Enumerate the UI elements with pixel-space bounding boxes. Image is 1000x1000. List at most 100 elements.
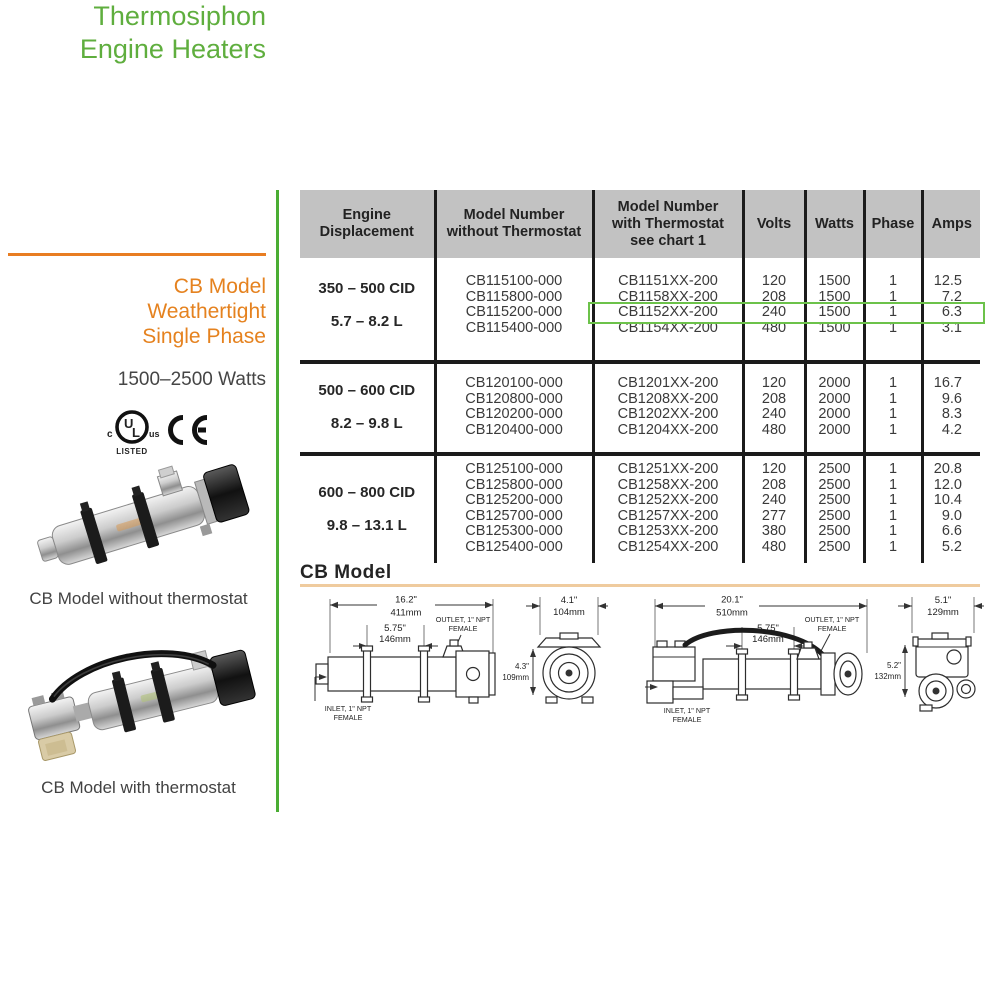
watts-value: 2500 <box>818 523 851 539</box>
volts-value: 240 <box>761 492 787 508</box>
heater-with-thermostat-outline <box>646 627 863 704</box>
model-number: CB1252XX-200 <box>617 492 719 508</box>
amps-value: 4.2 <box>941 421 962 438</box>
volts-value: 120 <box>761 375 787 391</box>
cell-phase: 1 1 1 1 <box>862 258 922 362</box>
ul-listed-logo: U L c us LISTED <box>107 410 160 456</box>
col-header-model-without: Model Number without Thermostat <box>433 190 593 258</box>
length-dim-in: 20.1" <box>721 595 743 606</box>
table-header-row: Engine Displacement Model Number without… <box>300 190 980 258</box>
header-line: without Thermostat <box>446 224 582 240</box>
amps-value: 8.3 <box>941 406 962 422</box>
volts-value: 240 <box>761 304 787 320</box>
model-number: CB125400-000 <box>465 538 563 555</box>
cell-amps: 12.5 7.2 6.3 3.1 <box>920 258 980 362</box>
ce-mark-logo <box>168 415 208 445</box>
amps-value: 5.2 <box>941 538 962 555</box>
page-title-line1: Thermosiphon <box>93 1 266 31</box>
model-number: CB1251XX-200 <box>617 461 719 477</box>
model-subtitle-line3: Single Phase <box>142 325 266 348</box>
ul-letter-l: L <box>132 425 140 440</box>
model-number: CB120400-000 <box>465 421 563 438</box>
phase-value: 1 <box>888 461 898 477</box>
ul-letter-c: c <box>107 429 113 440</box>
end-height-in: 5.2" <box>887 661 901 670</box>
model-number: CB1257XX-200 <box>617 507 719 524</box>
header-line: Model Number <box>617 198 719 215</box>
dimension-drawing-side-view-right: 20.1" 510mm 5.75" 146mm OUTLET, 1" NPT F… <box>645 595 868 724</box>
phase-value: 1 <box>888 406 898 422</box>
cell-model-without: CB120100-000 CB120800-000 CB120200-000 C… <box>433 360 593 454</box>
phase-value: 1 <box>888 421 898 438</box>
header-line: Phase <box>871 215 915 232</box>
phase-value: 1 <box>888 288 898 305</box>
model-number: CB115400-000 <box>465 319 563 336</box>
col-header-volts: Volts <box>741 190 805 258</box>
outlet-label-1: OUTLET, 1" NPT <box>805 615 860 624</box>
amps-value: 7.2 <box>941 288 962 305</box>
watts-value: 2500 <box>818 538 851 555</box>
end-width-in: 4.1" <box>561 595 578 606</box>
cell-model-with: CB1251XX-200 CB1258XX-200 CB1252XX-200 C… <box>591 452 743 563</box>
volts-value: 208 <box>761 476 787 493</box>
watts-value: 2500 <box>818 492 851 508</box>
model-number: CB1158XX-200 <box>618 288 718 305</box>
end-width-mm: 104mm <box>553 607 585 618</box>
inlet-label-2: FEMALE <box>673 715 702 724</box>
model-number: CB125700-000 <box>465 507 563 524</box>
watts-value: 1500 <box>818 288 851 305</box>
header-line: Amps <box>931 215 972 232</box>
watts-value: 1500 <box>818 273 851 289</box>
phase-value: 1 <box>888 538 898 555</box>
length-dim-mm: 411mm <box>391 608 422 619</box>
col-header-amps: Amps <box>920 190 980 258</box>
cell-amps: 16.7 9.6 8.3 4.2 <box>920 360 980 454</box>
displacement-cid: 350 – 500 CID <box>318 280 416 297</box>
phase-value: 1 <box>888 375 898 391</box>
phase-value: 1 <box>888 492 898 508</box>
cell-phase: 1 1 1 1 1 1 <box>862 452 922 563</box>
clamp-dim-in: 5.75" <box>384 623 406 634</box>
watts-value: 2000 <box>818 390 851 407</box>
page-title: Thermosiphon Engine Heaters <box>0 0 266 66</box>
outlet-label-2: FEMALE <box>818 624 847 633</box>
header-line: Watts <box>815 215 854 232</box>
header-line: Volts <box>756 215 792 232</box>
title-underline-rule <box>8 253 266 256</box>
model-number: CB1204XX-200 <box>617 421 719 438</box>
spec-table-container: Engine Displacement Model Number without… <box>300 190 980 563</box>
amps-value: 12.0 <box>933 476 962 493</box>
model-number: CB120200-000 <box>465 406 563 422</box>
heater-with-thermostat-illustration <box>28 649 256 762</box>
amps-value: 6.3 <box>941 304 962 320</box>
product-photo-with-thermostat <box>28 649 256 762</box>
highlighted-row-box <box>588 302 985 324</box>
cell-volts: 120 208 240 480 <box>741 360 805 454</box>
table-group-row-2: 500 – 600 CID 8.2 – 9.8 L CB120100-000 C… <box>300 360 980 454</box>
length-dim-in: 16.2" <box>395 595 417 606</box>
cell-watts: 1500 1500 1500 1500 <box>803 258 864 362</box>
amps-value: 10.4 <box>933 492 962 508</box>
watts-value: 2000 <box>818 375 851 391</box>
phase-value: 1 <box>888 507 898 524</box>
displacement-liters: 9.8 – 13.1 L <box>326 516 407 534</box>
end-height-in: 4.3" <box>515 662 529 671</box>
ul-letter-u: U <box>124 416 133 431</box>
end-view-outline <box>912 632 976 712</box>
end-view-outline <box>536 632 602 704</box>
cell-volts: 120 208 240 277 380 480 <box>741 452 805 563</box>
length-dim-mm: 510mm <box>716 608 748 619</box>
end-width-in: 5.1" <box>935 595 952 606</box>
phase-value: 1 <box>888 476 898 493</box>
col-header-watts: Watts <box>803 190 864 258</box>
cell-watts: 2000 2000 2000 2000 <box>803 360 864 454</box>
model-number: CB1208XX-200 <box>617 390 719 407</box>
model-subtitle-line1: CB Model <box>173 275 266 298</box>
header-line: Engine <box>342 207 391 223</box>
header-line: with Thermostat <box>612 215 724 232</box>
volts-value: 208 <box>761 288 787 305</box>
volts-value: 480 <box>761 421 787 438</box>
watts-value: 2500 <box>818 476 851 493</box>
inlet-label-1: INLET, 1" NPT <box>325 704 372 713</box>
